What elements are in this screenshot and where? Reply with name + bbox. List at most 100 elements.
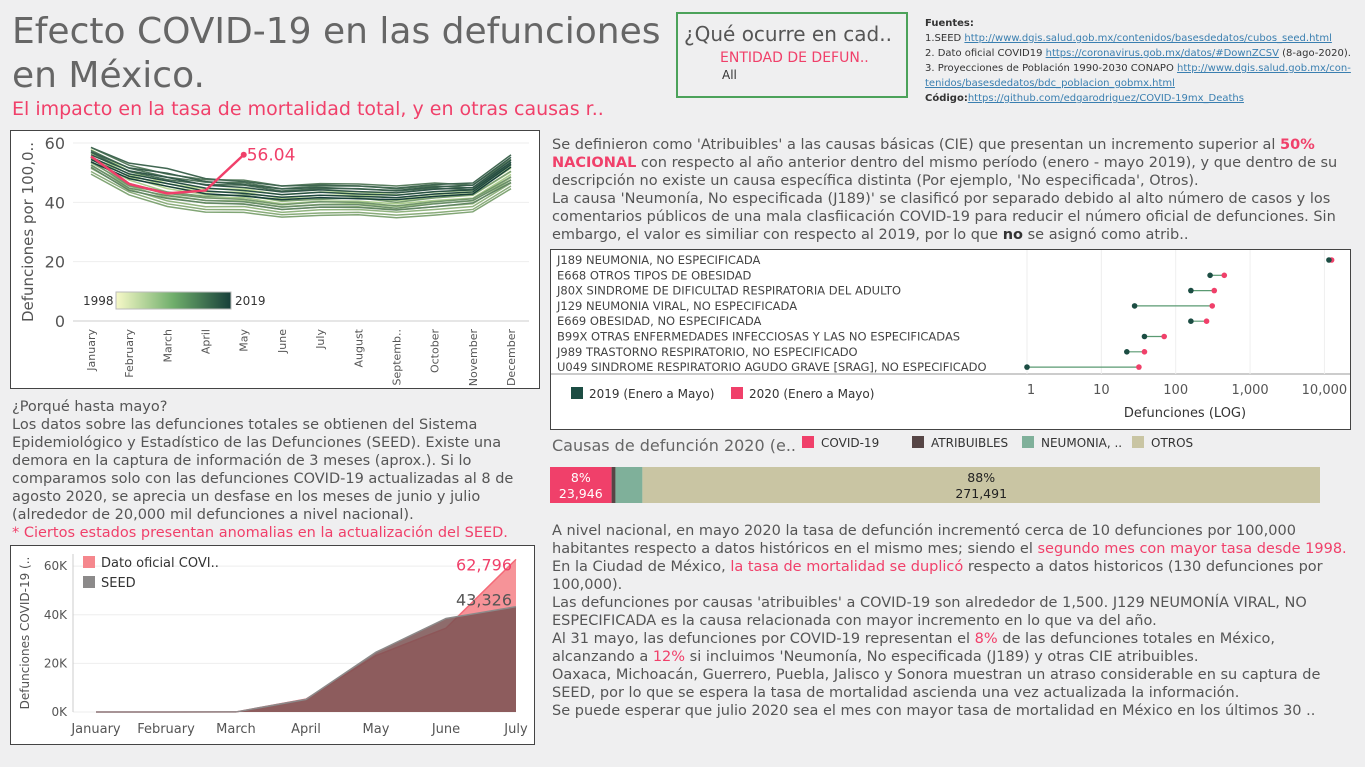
source-3-link-a[interactable]: http://www.dgis.salud.gob.mx/con- (1177, 63, 1351, 74)
bar-segment (642, 467, 1320, 503)
conclusion-1a: A nivel nacional, en mayo 2020 la tasa d… (552, 523, 1296, 557)
point-2019 (1131, 303, 1138, 309)
conclusion-4-pct-total: 12% (652, 649, 686, 665)
bar-segment-count: 23,946 (559, 486, 603, 501)
source-1-prefix: 1.SEED (925, 33, 965, 44)
x-tick-label: Septemb.. (390, 329, 403, 386)
point-2020 (1209, 303, 1216, 309)
legend-label-2019: 2019 (Enero a Mayo) (589, 387, 714, 401)
x-tick-label: 100 (1163, 383, 1188, 398)
legend-swatch-seed (83, 576, 95, 588)
mortality-rate-chart-panel: 0 20 40 60 Defunciones por 100,0.. January Feb… (10, 130, 540, 389)
filter-title: ¿Qué ocurre en cad.. (684, 22, 892, 46)
conclusions-text: A nivel nacional, en mayo 2020 la tasa d… (552, 522, 1352, 720)
y-tick-label: 40K (44, 608, 68, 622)
cause-label: J129 NEUMONIA VIRAL, NO ESPECIFICADA (556, 299, 797, 313)
point-2019 (1326, 257, 1332, 263)
point-2020 (1161, 333, 1167, 340)
x-tick-label: 1 (1027, 383, 1035, 398)
point-2020 (1211, 287, 1218, 294)
source-2-prefix: 2. Dato oficial COVID19 (925, 48, 1046, 59)
bar-chart-title: Causas de defunción 2020 (e.. (552, 436, 796, 455)
historical-series-line (90, 164, 512, 210)
x-axis-label: Defunciones (LOG) (1124, 406, 1246, 421)
x-tick-label: February (137, 722, 195, 737)
legend-label-official: Dato oficial COVI.. (101, 556, 219, 571)
conclusion-5: Oaxaca, Michoacán, Guerrero, Puebla, Jal… (552, 667, 1321, 701)
x-tick-label: June (276, 329, 289, 354)
legend-swatch-official (83, 556, 95, 568)
legend-max-label: 2019 (235, 294, 266, 308)
x-tick-label: 10 (1093, 383, 1110, 398)
intro-p1c: con respecto al año anterior dentro del … (552, 155, 1338, 189)
intro-p1-highlight: 50% NACIONAL (552, 137, 1315, 171)
area-line-seed (96, 605, 517, 713)
mortality-rate-chart: 0 20 40 60 Defunciones por 100,0.. January Feb… (19, 134, 529, 387)
cause-label: E669 OBESIDAD, NO ESPECIFICADA (557, 314, 762, 328)
point-2019 (1141, 333, 1148, 340)
cause-label: E668 OTROS TIPOS DE OBESIDAD (557, 268, 751, 282)
page-title: Efecto COVID-19 en las defunciones en Mé… (12, 11, 661, 96)
legend-label-seed: SEED (101, 576, 136, 591)
legend-min-label: 1998 (83, 294, 114, 308)
conclusion-6: Se puede esperar que julio 2020 sea el m… (552, 703, 1316, 719)
historical-series-line (90, 161, 512, 201)
legend-label: NEUMONIA, .. (1041, 436, 1122, 450)
causes-2020-section: Causas de defunción 2020 (e.. COVID-19 ATR… (550, 434, 1350, 514)
cause-label: J80X SINDROME DE DIFICULTAD RESPIRATORIA… (556, 284, 901, 298)
code-link[interactable]: https://github.com/edgarodriguez/COVID-1… (967, 93, 1244, 104)
bar-segment-count: 271,491 (955, 486, 1007, 501)
area-seed (96, 606, 516, 712)
intro-text: Se definieron como 'Atribuibles' a las c… (552, 136, 1352, 244)
source-2-link[interactable]: https://coronavirus.gob.mx/datos/#DownZC… (1045, 48, 1279, 59)
x-tick-label: May (238, 329, 251, 352)
bar-segment-pct: 8% (571, 470, 591, 485)
x-tick-label: January (70, 722, 121, 737)
sources-block: Fuentes: 1.SEED http://www.dgis.salud.go… (925, 16, 1355, 106)
y-axis-label: Defunciones COVID-19 (.. (18, 557, 32, 710)
bar-segment-pct: 88% (967, 470, 995, 485)
x-tick-label: May (363, 722, 390, 737)
conclusion-3: Las defunciones por causas 'atribuibles'… (552, 595, 1307, 629)
bar-segment (611, 467, 616, 503)
x-tick-label: July (314, 329, 327, 350)
source-3-link-b[interactable]: tenidos/basesdedatos/bdc_poblacion_gobmx… (925, 78, 1175, 89)
source-1-link[interactable]: http://www.dgis.salud.gob.mx/contenidos/… (964, 33, 1332, 44)
y-tick-label: 0K (51, 705, 68, 719)
legend-swatch (912, 436, 924, 448)
why-note: * Ciertos estados presentan anomalias en… (12, 525, 508, 541)
conclusion-2a: En la Ciudad de México, (552, 559, 731, 575)
source-2-suffix: (8-ago-2020). (1278, 48, 1351, 59)
conclusion-1-highlight: segundo mes con mayor tasa desde 1998. (1037, 541, 1347, 557)
seed-last-value-label: 43,326 (456, 591, 512, 610)
x-tick-label: April (200, 329, 213, 354)
historical-series-line (90, 173, 512, 219)
legend-label: ATRIBUIBLES (931, 436, 1008, 450)
cause-label: B99X OTRAS ENFERMEDADES INFECCIOSAS Y LA… (557, 330, 960, 344)
legend-swatch (1132, 436, 1144, 448)
historical-series-line (90, 158, 512, 199)
why-body: Los datos sobre las defunciones totales … (12, 417, 514, 523)
legend-label: OTROS (1151, 436, 1193, 450)
x-tick-label: December (505, 329, 518, 387)
conclusion-2-highlight: la tasa de mortalidad se duplicó (730, 559, 964, 575)
filter-panel: ¿Qué ocurre en cad.. ENTIDAD DE DEFUN.. … (676, 12, 908, 98)
conclusion-4-pct-covid: 8% (974, 631, 998, 647)
sources-heading: Fuentes: (925, 18, 974, 29)
x-tick-label: March (216, 722, 256, 737)
series-2020-label: 56.04 (247, 146, 296, 166)
legend-color-ramp (115, 291, 232, 310)
y-tick-label: 0 (55, 312, 65, 331)
source-3-prefix: 3. Proyecciones de Población 1990-2030 C… (925, 63, 1178, 74)
x-tick-label: July (503, 722, 528, 737)
x-tick-label: March (161, 329, 174, 363)
x-tick-label: January (85, 329, 98, 372)
why-heading: ¿Porqué hasta mayo? (12, 399, 168, 415)
y-tick-label: 60K (44, 559, 68, 573)
historical-series-line (90, 156, 512, 196)
historical-series-line (90, 166, 512, 211)
filter-value[interactable]: All (722, 68, 737, 82)
causes-dot-plot-panel: 1 10 100 1,000 10,000 Defunciones (LOG) J189 N… (550, 249, 1351, 430)
historical-series-line (90, 151, 512, 192)
conclusion-4a: Al 31 mayo, las defunciones por COVID-19… (552, 631, 975, 647)
